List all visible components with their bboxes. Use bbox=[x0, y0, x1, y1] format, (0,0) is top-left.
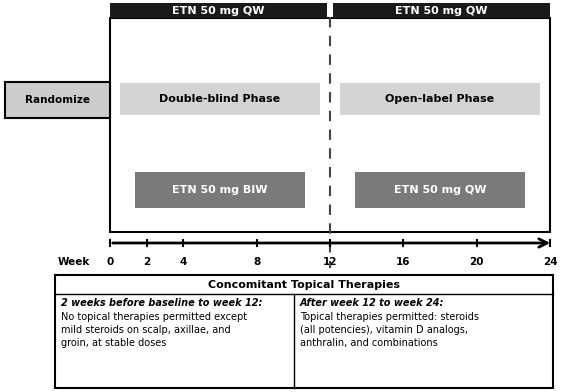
Text: No topical therapies permitted except
mild steroids on scalp, axillae, and
groin: No topical therapies permitted except mi… bbox=[61, 312, 247, 348]
Text: 2 weeks before baseline to week 12:: 2 weeks before baseline to week 12: bbox=[61, 298, 262, 308]
Text: 24: 24 bbox=[542, 257, 557, 267]
Text: 2: 2 bbox=[143, 257, 151, 267]
Text: ETN 50 mg QW: ETN 50 mg QW bbox=[394, 185, 486, 195]
FancyBboxPatch shape bbox=[333, 3, 550, 18]
FancyBboxPatch shape bbox=[5, 82, 110, 118]
Text: 4: 4 bbox=[179, 257, 187, 267]
FancyBboxPatch shape bbox=[55, 275, 553, 388]
Text: Week: Week bbox=[58, 257, 90, 267]
Text: 16: 16 bbox=[396, 257, 411, 267]
FancyBboxPatch shape bbox=[110, 18, 550, 232]
Text: Concomitant Topical Therapies: Concomitant Topical Therapies bbox=[208, 279, 400, 290]
Text: After week 12 to week 24:: After week 12 to week 24: bbox=[300, 298, 444, 308]
Text: Topical therapies permitted: steroids
(all potencies), vitamin D analogs,
anthra: Topical therapies permitted: steroids (a… bbox=[300, 312, 479, 348]
Text: ETN 50 mg QW: ETN 50 mg QW bbox=[172, 5, 265, 16]
FancyBboxPatch shape bbox=[340, 83, 540, 115]
Text: 12: 12 bbox=[323, 257, 337, 267]
Text: Double-blind Phase: Double-blind Phase bbox=[160, 94, 281, 104]
Text: 0: 0 bbox=[106, 257, 114, 267]
Text: Open-label Phase: Open-label Phase bbox=[386, 94, 495, 104]
Text: 20: 20 bbox=[469, 257, 484, 267]
Text: ETN 50 mg BIW: ETN 50 mg BIW bbox=[172, 185, 268, 195]
Text: Randomize: Randomize bbox=[25, 95, 90, 105]
Text: ETN 50 mg QW: ETN 50 mg QW bbox=[395, 5, 488, 16]
FancyBboxPatch shape bbox=[120, 83, 320, 115]
FancyBboxPatch shape bbox=[135, 172, 305, 208]
Text: 8: 8 bbox=[253, 257, 260, 267]
FancyBboxPatch shape bbox=[355, 172, 525, 208]
FancyBboxPatch shape bbox=[110, 3, 327, 18]
